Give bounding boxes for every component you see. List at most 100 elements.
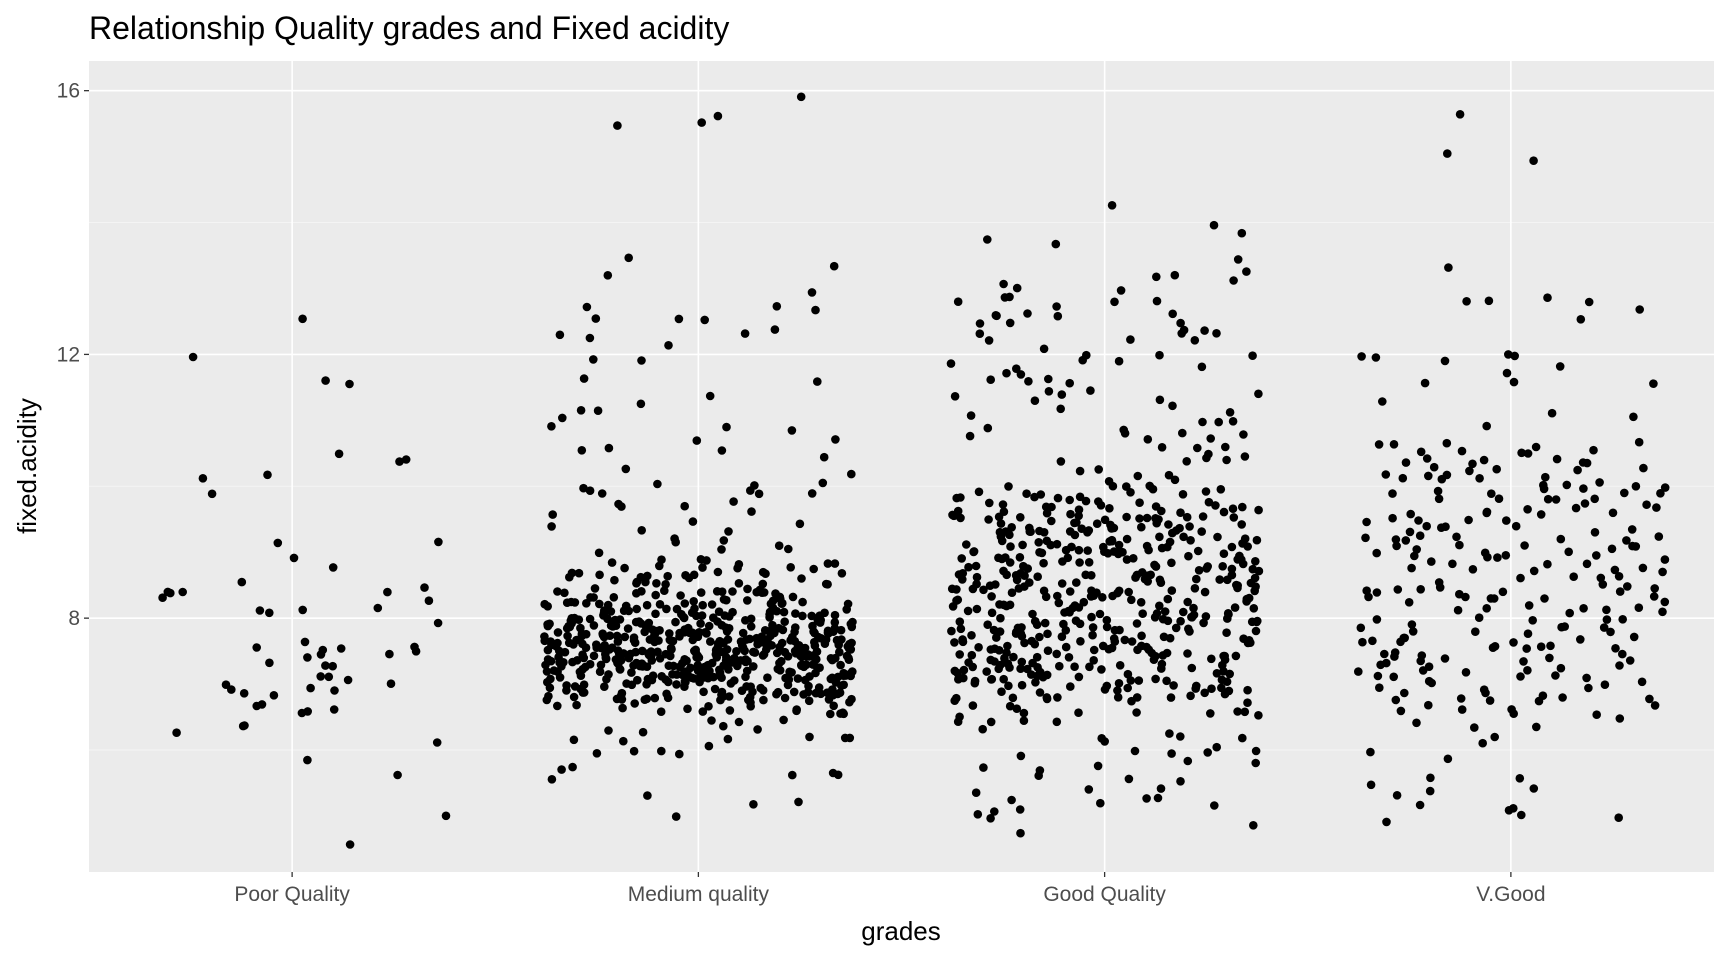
data-point (705, 391, 715, 401)
data-point (1366, 780, 1376, 790)
data-point (1134, 676, 1144, 685)
data-point (1042, 670, 1052, 680)
data-point (1209, 220, 1219, 230)
data-point (1462, 297, 1471, 306)
data-point (1189, 603, 1198, 613)
data-point (780, 647, 790, 657)
data-point (712, 653, 722, 662)
data-point (999, 674, 1008, 684)
data-point (754, 489, 764, 499)
data-point (986, 814, 995, 823)
data-point (1155, 350, 1164, 360)
data-point (630, 638, 640, 647)
data-point (1482, 604, 1491, 613)
data-point (1576, 635, 1585, 644)
data-point (964, 562, 973, 572)
data-point (1075, 558, 1084, 567)
data-point (1602, 615, 1612, 624)
data-point (1137, 522, 1146, 532)
data-point (1482, 507, 1492, 517)
data-point (807, 288, 817, 297)
data-point (784, 675, 794, 684)
data-point (1176, 508, 1185, 517)
data-point (778, 625, 788, 635)
data-point (1157, 664, 1166, 673)
data-point (1066, 682, 1075, 691)
data-point (734, 560, 744, 569)
data-point (974, 487, 984, 497)
data-point (732, 647, 741, 656)
data-point (1649, 592, 1659, 601)
data-point (955, 650, 964, 659)
data-point (1167, 749, 1176, 758)
data-point (663, 571, 672, 581)
data-point (1162, 676, 1171, 686)
data-point (636, 572, 646, 582)
data-point (619, 736, 628, 746)
data-point (578, 639, 587, 649)
data-point (1100, 547, 1109, 556)
data-point (746, 614, 756, 624)
data-point (1142, 642, 1151, 652)
data-point (688, 517, 698, 526)
data-point (1415, 531, 1425, 540)
data-point (575, 667, 585, 677)
data-point (1152, 296, 1162, 306)
data-point (1654, 532, 1664, 541)
data-point (1012, 575, 1022, 585)
data-point (1253, 616, 1262, 626)
data-point (1012, 364, 1021, 374)
data-point (984, 515, 993, 524)
data-point (239, 689, 249, 698)
data-point (1376, 660, 1385, 670)
data-point (1536, 642, 1546, 651)
data-point (666, 651, 675, 661)
data-point (1170, 270, 1180, 280)
data-point (996, 519, 1006, 528)
data-point (555, 673, 565, 682)
data-point (1660, 483, 1670, 492)
data-point (1204, 497, 1214, 507)
data-point (1488, 643, 1498, 652)
data-point (724, 527, 733, 536)
data-point (158, 593, 167, 602)
data-point (1115, 661, 1125, 670)
data-point (1184, 624, 1193, 634)
data-point (1158, 651, 1168, 660)
data-point (1114, 549, 1123, 559)
data-point (557, 765, 566, 774)
data-point (1143, 435, 1153, 444)
data-point (1122, 512, 1131, 522)
data-point (780, 693, 790, 703)
data-point (1012, 283, 1022, 293)
data-point (1565, 608, 1574, 618)
data-point (964, 658, 973, 667)
data-point (265, 658, 274, 668)
data-point (1152, 609, 1162, 618)
data-point (1109, 634, 1119, 643)
data-point (1183, 597, 1192, 607)
data-point (582, 302, 592, 312)
data-point (719, 721, 728, 731)
data-point (1600, 680, 1610, 689)
data-point (1024, 377, 1033, 386)
data-point (1194, 566, 1204, 575)
data-point (1120, 429, 1130, 438)
data-point (1028, 658, 1037, 668)
data-point (651, 609, 660, 619)
data-point (1081, 570, 1090, 580)
data-point (1122, 534, 1132, 544)
data-point (655, 600, 665, 609)
data-point (758, 579, 768, 589)
data-point (811, 688, 821, 698)
data-point (1556, 663, 1566, 673)
data-point (1422, 521, 1431, 531)
data-point (740, 329, 750, 338)
data-point (779, 715, 788, 725)
data-point (839, 671, 848, 680)
data-point (618, 703, 627, 713)
data-point (1114, 679, 1124, 688)
data-point (1474, 613, 1484, 622)
data-point (1580, 499, 1590, 508)
data-point (252, 643, 261, 652)
